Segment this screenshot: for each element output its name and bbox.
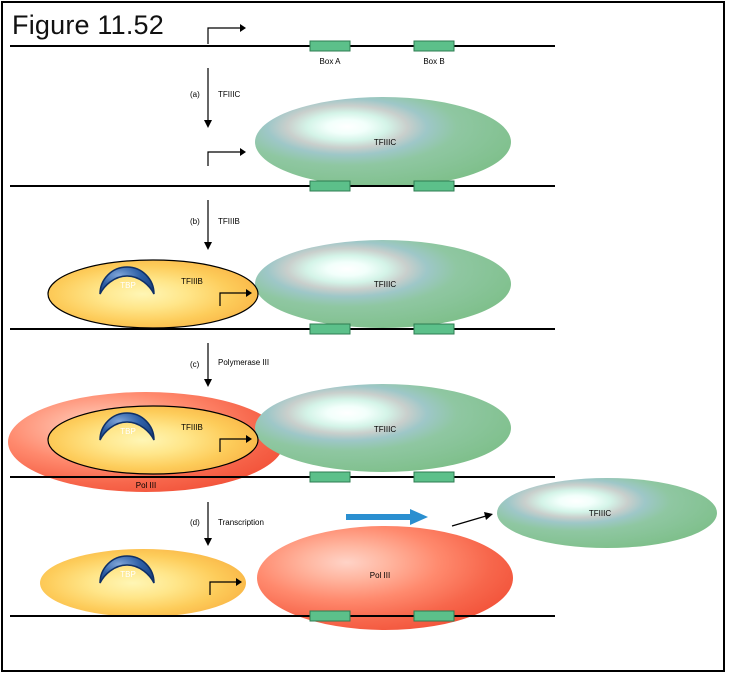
step-b-text: TFIIIB bbox=[218, 217, 240, 226]
figure-title: Figure 11.52 bbox=[12, 10, 164, 40]
pol-iii-complex-d bbox=[257, 526, 513, 630]
step-a-letter: (a) bbox=[190, 90, 200, 99]
tfiiib-complex-d bbox=[40, 549, 246, 617]
box-a bbox=[309, 40, 351, 52]
tfiiib-complex-b bbox=[47, 259, 259, 329]
step-c-arrow: (c) Polymerase III bbox=[190, 343, 269, 387]
tbp-label-c: TBP bbox=[120, 427, 136, 436]
tfiiic-complex-b bbox=[255, 240, 511, 328]
dna-top: Box A Box B bbox=[10, 24, 555, 66]
tfiiic-complex-d bbox=[497, 478, 717, 548]
tfiiib-label-c: TFIIIB bbox=[181, 423, 203, 432]
tbp-icon-b: TBP bbox=[99, 266, 155, 295]
tbp-label-d: TBP bbox=[120, 570, 136, 579]
step-d-arrow: (d) Transcription bbox=[190, 502, 264, 546]
pol-iii-label-c: Pol III bbox=[136, 481, 156, 490]
release-arrow bbox=[451, 512, 493, 527]
tfiiic-label-a: TFIIIC bbox=[374, 138, 396, 147]
box-b bbox=[413, 40, 455, 52]
step-c-text: Polymerase III bbox=[218, 358, 269, 367]
transcription-direction-arrow bbox=[346, 509, 428, 525]
step-b-letter: (b) bbox=[190, 217, 200, 226]
tbp-label-b: TBP bbox=[120, 281, 136, 290]
stage-a: TFIIIC bbox=[10, 97, 555, 192]
step-a-text: TFIIIC bbox=[218, 90, 240, 99]
tfiiib-label-b: TFIIIB bbox=[181, 277, 203, 286]
stage-d: Pol III TBP bbox=[10, 526, 555, 630]
tbp-icon-d: TBP bbox=[99, 555, 155, 584]
outer-border bbox=[1, 1, 725, 672]
tbp-icon-c: TBP bbox=[99, 412, 155, 441]
stage-b: TFIIIC TFIIIB TBP bbox=[10, 240, 555, 335]
tfiiic-complex-c bbox=[255, 384, 511, 472]
tfiiic-label-b: TFIIIC bbox=[374, 280, 396, 289]
tfiiic-complex-a bbox=[255, 97, 511, 187]
step-a-arrow: (a) TFIIIC bbox=[190, 68, 240, 128]
step-d-text: Transcription bbox=[218, 518, 264, 527]
tfiiib-complex-c bbox=[47, 405, 259, 475]
box-a-label: Box A bbox=[320, 57, 342, 66]
stage-c: Pol III TFIIIC TFIIIB TBP bbox=[8, 384, 555, 492]
pol-iii-label-d: Pol III bbox=[370, 571, 390, 580]
step-b-arrow: (b) TFIIIB bbox=[190, 200, 240, 250]
released-tfiiic: TFIIIC bbox=[497, 478, 717, 548]
tfiiic-label-c: TFIIIC bbox=[374, 425, 396, 434]
tfiiic-label-d: TFIIIC bbox=[589, 509, 611, 518]
step-c-letter: (c) bbox=[190, 360, 200, 369]
box-b-label: Box B bbox=[423, 57, 444, 66]
step-d-letter: (d) bbox=[190, 518, 200, 527]
